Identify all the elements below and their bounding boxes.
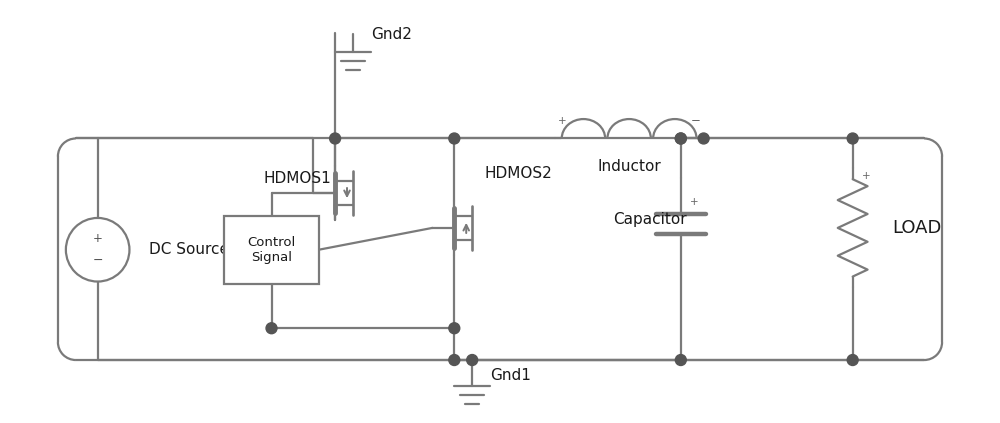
Circle shape (449, 133, 460, 144)
Bar (224, 216, 319, 283)
Circle shape (847, 133, 858, 144)
Text: +: + (862, 171, 871, 181)
Circle shape (449, 354, 460, 365)
Text: −: − (691, 114, 701, 127)
Circle shape (698, 133, 709, 144)
Text: Gnd1: Gnd1 (490, 368, 531, 383)
Text: LOAD: LOAD (892, 219, 942, 237)
Circle shape (675, 133, 686, 144)
Text: DC Source: DC Source (149, 242, 229, 257)
Text: HDMOS1: HDMOS1 (264, 171, 331, 186)
Text: −: − (92, 254, 103, 267)
Text: Inductor: Inductor (597, 159, 661, 174)
Text: +: + (93, 232, 103, 245)
Circle shape (675, 133, 686, 144)
Circle shape (449, 323, 460, 334)
Circle shape (330, 133, 341, 144)
Text: HDMOS2: HDMOS2 (484, 166, 552, 181)
Text: Capacitor: Capacitor (613, 212, 687, 227)
Text: Control
Signal: Control Signal (247, 236, 296, 264)
Circle shape (675, 354, 686, 365)
Circle shape (847, 354, 858, 365)
Text: +: + (558, 115, 567, 126)
Circle shape (467, 354, 478, 365)
Circle shape (266, 323, 277, 334)
Text: Gnd2: Gnd2 (371, 27, 412, 42)
Text: +: + (690, 197, 699, 206)
